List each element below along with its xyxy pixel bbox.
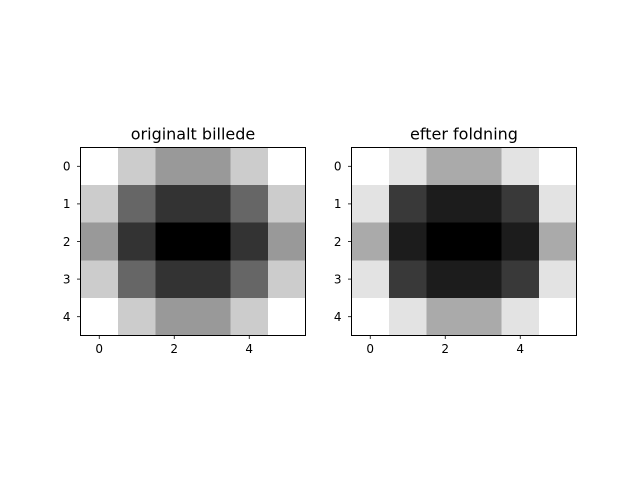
heatmap-cell-r0-c4: [501, 147, 540, 186]
x-tick-label: 2: [441, 342, 449, 356]
heatmap-cell-r4-c4: [501, 297, 540, 337]
heatmap-cell-r0-c5: [268, 147, 307, 186]
x-tick-label: 4: [516, 342, 524, 356]
heatmap-cell-r0-c0: [351, 147, 390, 186]
heatmap-cell-r4-c2: [426, 297, 465, 337]
heatmap-cell-r0-c1: [118, 147, 157, 186]
heatmap-cell-r2-c5: [268, 222, 307, 261]
heatmap-cell-r2-c1: [389, 222, 428, 261]
heatmap-cell-r0-c0: [80, 147, 119, 186]
y-tick-label: 0: [63, 160, 71, 174]
heatmap-cell-r1-c1: [389, 185, 428, 224]
heatmap-cell-r0-c3: [193, 147, 232, 186]
heatmap-cell-r3-c3: [193, 260, 232, 299]
heatmap-cell-r3-c4: [230, 260, 269, 299]
heatmap-cell-r4-c3: [193, 297, 232, 337]
heatmap-cell-r0-c1: [389, 147, 428, 186]
heatmap-cell-r4-c2: [155, 297, 194, 337]
heatmap-cell-r0-c5: [539, 147, 578, 186]
subplot-title: efter foldning: [410, 125, 518, 144]
y-tick-label: 1: [63, 197, 71, 211]
heatmap-cell-r4-c3: [464, 297, 503, 337]
heatmap-cell-r1-c5: [268, 185, 307, 224]
heatmap-cell-r2-c3: [193, 222, 232, 261]
subplot-originalt-billede: 0 2 4 0 1 2 3 4 originalt billede: [63, 125, 307, 356]
heatmap-cell-r3-c0: [80, 260, 119, 299]
y-tick-label: 4: [63, 310, 71, 324]
y-tick-label: 2: [63, 235, 71, 249]
heatmap-cell-r3-c4: [501, 260, 540, 299]
heatmap-cell-r4-c1: [118, 297, 157, 337]
heatmap-cell-r1-c1: [118, 185, 157, 224]
heatmap-cell-r2-c5: [539, 222, 578, 261]
heatmap-cell-r1-c3: [464, 185, 503, 224]
heatmap-cell-r2-c2: [426, 222, 465, 261]
heatmap-cell-r1-c4: [501, 185, 540, 224]
heatmap-cell-r4-c0: [351, 297, 390, 337]
heatmap-cell-r2-c0: [80, 222, 119, 261]
y-tick-label: 2: [334, 235, 342, 249]
y-tick-label: 0: [334, 160, 342, 174]
y-tick-label: 3: [334, 272, 342, 286]
y-tick-label: 1: [334, 197, 342, 211]
heatmap-cell-r1-c0: [80, 185, 119, 224]
subplot-title: originalt billede: [131, 125, 256, 144]
heatmap-cell-r1-c3: [193, 185, 232, 224]
heatmap-cell-r2-c4: [501, 222, 540, 261]
heatmap-cell-r3-c1: [118, 260, 157, 299]
y-tick-label: 4: [334, 310, 342, 324]
heatmap-cell-r2-c0: [351, 222, 390, 261]
heatmap-cell-r0-c3: [464, 147, 503, 186]
heatmap-cell-r2-c1: [118, 222, 157, 261]
heatmap-cell-r4-c1: [389, 297, 428, 337]
heatmap-cell-r1-c2: [426, 185, 465, 224]
heatmap-cell-r2-c4: [230, 222, 269, 261]
heatmap-cell-r2-c2: [155, 222, 194, 261]
heatmap-cell-r1-c2: [155, 185, 194, 224]
heatmap-cell-r3-c2: [155, 260, 194, 299]
subplot-efter-foldning: 0 2 4 0 1 2 3 4 efter foldning: [334, 125, 578, 356]
x-tick-label: 0: [366, 342, 374, 356]
heatmap-cell-r3-c0: [351, 260, 390, 299]
heatmap-cell-r0-c2: [426, 147, 465, 186]
heatmap-cell-r3-c3: [464, 260, 503, 299]
heatmap-cell-r4-c5: [268, 297, 307, 337]
heatmap-cell-r1-c0: [351, 185, 390, 224]
heatmap-cell-r2-c3: [464, 222, 503, 261]
heatmap-cell-r1-c4: [230, 185, 269, 224]
heatmap-cell-r4-c0: [80, 297, 119, 337]
heatmap-cell-r3-c2: [426, 260, 465, 299]
x-tick-label: 0: [95, 342, 103, 356]
heatmap-cell-r3-c5: [268, 260, 307, 299]
y-tick-label: 3: [63, 272, 71, 286]
heatmap-cell-r3-c1: [389, 260, 428, 299]
heatmap-cell-r4-c5: [539, 297, 578, 337]
heatmap-cell-r0-c2: [155, 147, 194, 186]
heatmap-cell-r4-c4: [230, 297, 269, 337]
heatmap-cell-r1-c5: [539, 185, 578, 224]
x-tick-label: 4: [245, 342, 253, 356]
x-tick-label: 2: [170, 342, 178, 356]
heatmap-cell-r3-c5: [539, 260, 578, 299]
heatmap-cell-r0-c4: [230, 147, 269, 186]
